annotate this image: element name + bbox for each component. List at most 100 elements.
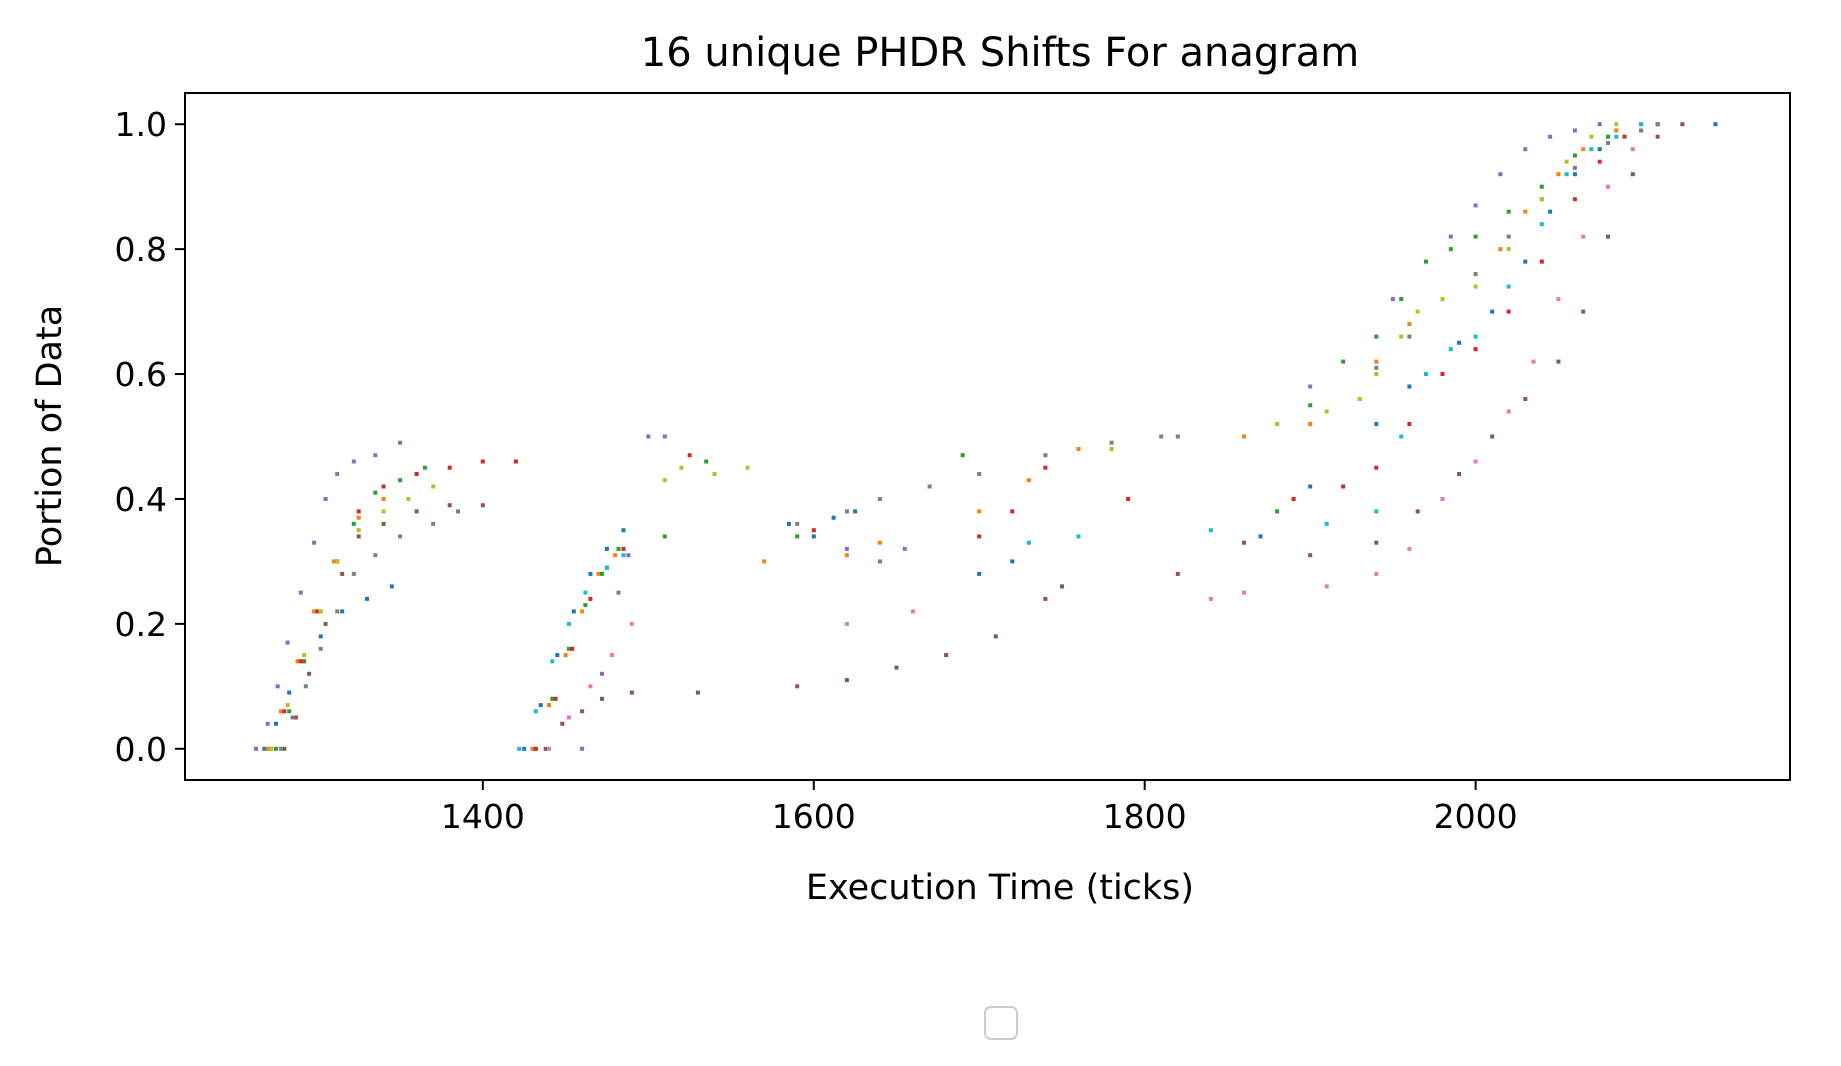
data-point <box>1523 259 1528 264</box>
data-point <box>604 565 609 570</box>
data-point <box>560 721 565 726</box>
data-point <box>1506 247 1511 252</box>
data-point <box>1473 234 1478 239</box>
data-point <box>1539 259 1544 264</box>
data-point <box>480 503 485 508</box>
data-point <box>977 472 982 476</box>
data-point <box>1424 259 1428 264</box>
data-point <box>977 571 982 576</box>
data-point <box>1457 472 1462 476</box>
data-point <box>1457 340 1462 345</box>
data-point <box>588 571 593 576</box>
data-point <box>1275 422 1280 426</box>
data-point <box>1407 546 1412 551</box>
data-point <box>303 684 308 689</box>
data-point <box>616 590 621 595</box>
data-point <box>1043 465 1048 470</box>
data-point <box>1440 372 1445 376</box>
data-point <box>679 465 684 470</box>
data-point <box>312 609 317 614</box>
data-point <box>1572 153 1577 158</box>
data-point <box>1630 147 1635 152</box>
data-point <box>1523 147 1528 152</box>
data-point <box>351 571 356 576</box>
data-point <box>274 746 278 751</box>
series-6 <box>282 122 1685 751</box>
data-point <box>1506 284 1511 289</box>
data-point <box>1175 434 1180 439</box>
data-point <box>1407 422 1412 426</box>
data-point <box>571 609 576 614</box>
data-point <box>566 715 571 720</box>
data-point <box>351 521 356 526</box>
legend-box <box>984 1006 1018 1040</box>
data-point <box>877 497 882 501</box>
x-tick-label: 1800 <box>1103 797 1187 836</box>
data-point <box>340 609 345 614</box>
data-point <box>877 559 882 564</box>
data-point <box>566 646 571 651</box>
data-point <box>600 571 604 576</box>
data-point <box>1448 234 1453 239</box>
data-point <box>1399 434 1404 439</box>
data-point <box>282 746 287 751</box>
data-point <box>1242 590 1246 595</box>
data-point <box>1026 478 1031 483</box>
data-point <box>1597 122 1602 127</box>
x-axis-ticks: 1400 1600 1800 2000 <box>441 780 1518 836</box>
data-point <box>1498 172 1503 177</box>
data-point <box>626 553 631 558</box>
y-tick-label: 0.4 <box>115 480 167 519</box>
data-point <box>844 509 849 514</box>
data-point <box>356 515 361 520</box>
data-point <box>588 596 593 601</box>
data-point <box>1308 403 1313 408</box>
data-point <box>318 646 323 651</box>
data-point <box>351 459 356 464</box>
data-point <box>712 472 717 476</box>
data-point <box>570 646 575 651</box>
data-point <box>1655 122 1660 127</box>
y-axis-label: Portion of Data <box>30 305 70 567</box>
data-point <box>1498 247 1503 252</box>
data-point <box>522 746 527 751</box>
data-point <box>580 746 585 751</box>
data-point <box>1324 521 1329 526</box>
data-point <box>1275 509 1280 514</box>
data-point <box>600 671 604 676</box>
data-point <box>1448 247 1453 252</box>
data-point <box>795 521 800 526</box>
y-tick-label: 0.8 <box>115 230 167 269</box>
data-point <box>381 497 386 501</box>
data-point <box>662 478 667 483</box>
y-tick-label: 0.0 <box>115 730 167 769</box>
data-point <box>1109 440 1114 445</box>
data-point <box>1539 184 1544 189</box>
data-point <box>553 696 558 701</box>
data-point <box>1581 147 1586 152</box>
data-point <box>844 678 849 683</box>
data-point <box>285 640 290 645</box>
data-point <box>1564 172 1569 177</box>
data-point <box>1581 234 1586 239</box>
series-10 <box>517 122 1644 751</box>
data-point <box>1606 234 1610 239</box>
series-3 <box>265 122 1660 751</box>
data-point <box>1060 584 1064 589</box>
data-point <box>1308 422 1313 426</box>
data-point <box>1713 122 1718 127</box>
data-point <box>398 440 403 445</box>
data-point <box>1415 509 1420 514</box>
data-point <box>795 534 800 539</box>
data-point <box>1341 484 1346 489</box>
data-point <box>1606 141 1610 145</box>
data-point <box>1506 234 1511 239</box>
data-point <box>1523 397 1528 401</box>
data-point <box>543 746 548 751</box>
data-point <box>447 465 452 470</box>
data-point <box>1490 309 1495 314</box>
data-point <box>1473 203 1478 208</box>
data-point <box>335 559 340 564</box>
data-point <box>290 715 295 720</box>
